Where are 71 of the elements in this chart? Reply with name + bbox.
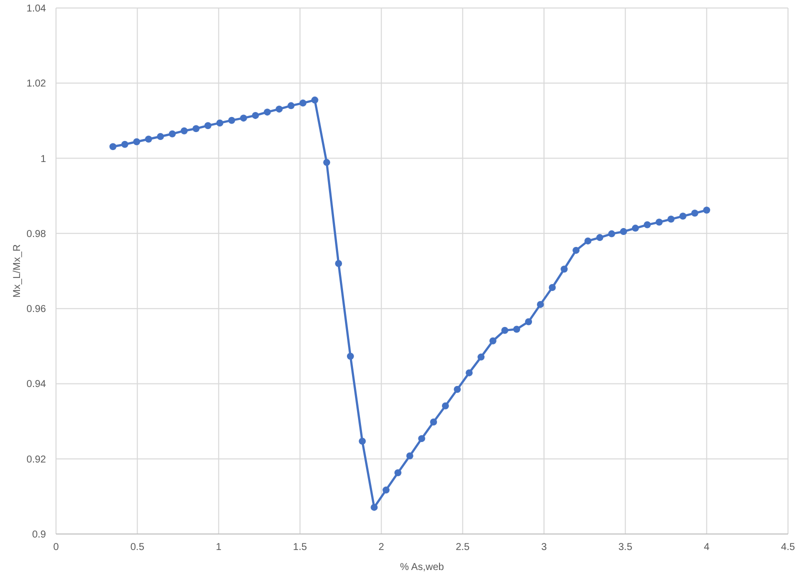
x-tick-label: 1.5 <box>293 542 308 553</box>
point <box>536 300 544 308</box>
point <box>299 100 306 107</box>
point <box>489 337 496 344</box>
point <box>311 96 318 104</box>
y-tick-label: 1.04 <box>26 4 46 14</box>
y-tick-label: 1.02 <box>26 78 46 90</box>
x-tick-label: 2 <box>378 542 385 553</box>
point <box>156 132 164 140</box>
point <box>466 369 473 376</box>
point <box>560 266 568 273</box>
x-tick-label: 0.5 <box>130 542 145 553</box>
point <box>478 354 485 361</box>
point <box>370 504 378 511</box>
point <box>168 130 176 138</box>
x-tick-label: 4.5 <box>781 542 796 553</box>
point <box>252 112 259 119</box>
point <box>430 418 438 426</box>
point <box>264 108 271 116</box>
point <box>288 102 295 110</box>
point <box>656 218 663 226</box>
x-tick-label: 4 <box>704 542 710 553</box>
point <box>192 125 200 132</box>
point <box>406 452 414 460</box>
y-tick-label: 0.92 <box>26 454 46 466</box>
point <box>691 210 698 217</box>
y-tick-label: 1 <box>40 154 46 165</box>
point <box>620 228 628 236</box>
point <box>121 140 128 148</box>
point <box>323 158 330 166</box>
point <box>454 386 461 393</box>
point <box>703 206 710 214</box>
point <box>109 143 116 150</box>
x-tick-label: 2.5 <box>456 542 470 553</box>
x-tick-label: 1 <box>216 542 222 553</box>
x-tick-label: 0 <box>53 542 60 553</box>
point <box>394 469 402 476</box>
point <box>335 260 342 267</box>
point <box>346 352 354 360</box>
point <box>584 237 592 244</box>
point <box>133 138 140 146</box>
point <box>228 116 236 124</box>
point <box>276 106 283 113</box>
point <box>501 326 508 334</box>
point <box>180 127 188 134</box>
point <box>442 402 449 410</box>
point <box>679 212 686 220</box>
y-tick-label: 0.96 <box>26 304 46 316</box>
x-tick-label: 3 <box>541 542 548 553</box>
point <box>525 318 532 326</box>
y-axis-title: Mx_L/Mx_R <box>12 244 23 298</box>
point <box>632 224 639 232</box>
point <box>548 284 556 292</box>
x-tick-label: 3.5 <box>618 542 633 553</box>
point <box>644 221 651 228</box>
point <box>216 119 224 126</box>
point <box>240 114 248 122</box>
y-tick-label: 0.98 <box>26 228 46 240</box>
y-tick-label: 0.94 <box>26 379 46 390</box>
point <box>145 136 152 143</box>
point <box>358 438 366 445</box>
point <box>668 216 675 223</box>
point <box>572 246 580 254</box>
y-tick-label: 0.9 <box>32 530 46 540</box>
point <box>382 486 390 494</box>
point <box>513 326 520 333</box>
point <box>418 435 426 442</box>
point <box>608 230 616 238</box>
x-axis-title: % As,web <box>400 562 444 573</box>
point <box>204 122 212 130</box>
point <box>596 234 604 242</box>
